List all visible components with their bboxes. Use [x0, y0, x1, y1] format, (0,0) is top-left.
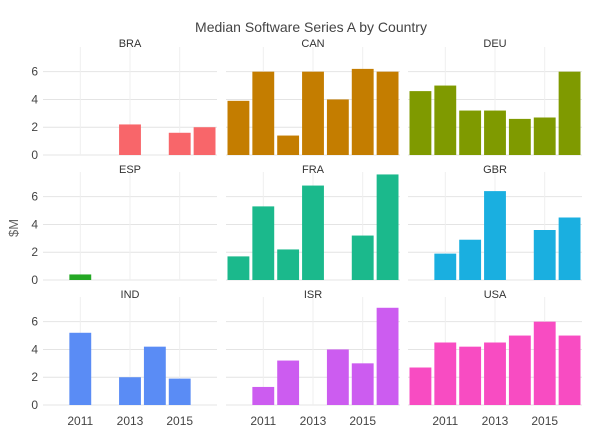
facet-panel-fra: FRA — [226, 164, 400, 281]
x-tick-label: 2013 — [300, 414, 327, 428]
bar — [508, 335, 531, 405]
bar — [558, 335, 581, 405]
bar — [252, 71, 275, 155]
bar — [227, 100, 250, 155]
bar — [434, 85, 457, 155]
bar — [376, 71, 399, 155]
bar — [484, 342, 506, 405]
facet-label: ISR — [304, 289, 322, 301]
bar — [434, 342, 457, 405]
bar — [376, 174, 399, 280]
bar — [351, 363, 374, 405]
bar — [351, 235, 374, 280]
facet-panel-isr: ISR 2011 2013 2015 — [226, 289, 400, 428]
bar — [508, 118, 531, 155]
bar — [252, 386, 275, 405]
y-tick-label: 6 — [31, 315, 38, 329]
facet-panel-ind: IND 0 2 4 6 2011 2013 2015 — [31, 289, 217, 428]
bar — [409, 367, 432, 405]
bar — [434, 253, 457, 280]
bar — [168, 132, 191, 155]
y-tick-label: 0 — [31, 148, 38, 162]
facet-panels: BRA 0 2 4 6 CAN DEU ESP 0 2 4 6 FRA GBR IND 0 2 4 6 2011 201… — [31, 38, 582, 428]
y-tick-label: 2 — [31, 120, 38, 134]
bar — [69, 274, 92, 280]
bar — [533, 117, 556, 155]
x-tick-label: 2015 — [166, 414, 193, 428]
facet-panel-can: CAN — [226, 38, 400, 156]
y-tick-label: 4 — [31, 342, 38, 356]
bar — [119, 124, 141, 155]
bar — [459, 239, 482, 280]
bar — [326, 349, 349, 405]
facet-panel-deu: DEU — [408, 38, 582, 156]
x-tick-label: 2015 — [531, 414, 558, 428]
bar — [351, 68, 374, 155]
y-tick-label: 4 — [31, 217, 38, 231]
facet-label: BRA — [119, 38, 142, 50]
y-tick-label: 2 — [31, 370, 38, 384]
facet-panel-esp: ESP 0 2 4 6 — [31, 164, 217, 287]
bar — [277, 249, 300, 280]
facet-label: GBR — [483, 164, 507, 176]
facet-panel-gbr: GBR — [408, 164, 582, 281]
bar — [119, 377, 141, 405]
facet-label: ESP — [119, 164, 141, 176]
x-tick-label: 2013 — [482, 414, 509, 428]
facet-label: DEU — [483, 38, 506, 50]
bar — [227, 256, 250, 280]
x-tick-label: 2015 — [349, 414, 376, 428]
bar — [409, 91, 432, 155]
x-tick-label: 2011 — [432, 414, 458, 428]
bar — [558, 217, 581, 280]
facet-label: FRA — [302, 164, 325, 176]
facet-label: IND — [121, 289, 140, 301]
bar — [558, 71, 581, 155]
y-tick-label: 0 — [31, 398, 38, 412]
bar — [376, 307, 399, 405]
bar — [484, 191, 506, 280]
chart-title: Median Software Series A by Country — [195, 19, 427, 35]
bar — [143, 346, 166, 405]
bar — [302, 185, 324, 280]
x-tick-label: 2011 — [67, 414, 93, 428]
bar — [533, 230, 556, 280]
facet-panel-bra: BRA 0 2 4 6 — [31, 38, 217, 162]
facet-label: USA — [484, 289, 507, 301]
bar — [302, 71, 324, 155]
facet-panel-usa: USA 2011 2013 2015 — [408, 289, 582, 428]
bar — [277, 135, 300, 155]
bar — [326, 99, 349, 155]
y-tick-label: 2 — [31, 245, 38, 259]
y-tick-label: 6 — [31, 65, 38, 79]
facet-label: CAN — [301, 38, 324, 50]
bar — [252, 206, 275, 280]
bar — [277, 360, 300, 405]
y-tick-label: 4 — [31, 92, 38, 106]
bar — [193, 127, 216, 155]
y-axis-label: $M — [6, 219, 21, 237]
y-tick-label: 0 — [31, 273, 38, 287]
x-tick-label: 2011 — [250, 414, 276, 428]
bar — [484, 110, 506, 155]
x-tick-label: 2013 — [117, 414, 144, 428]
bar — [533, 321, 556, 405]
y-tick-label: 6 — [31, 190, 38, 204]
bar — [168, 378, 191, 405]
bar — [459, 346, 482, 405]
bar — [69, 332, 92, 405]
bar — [459, 110, 482, 155]
